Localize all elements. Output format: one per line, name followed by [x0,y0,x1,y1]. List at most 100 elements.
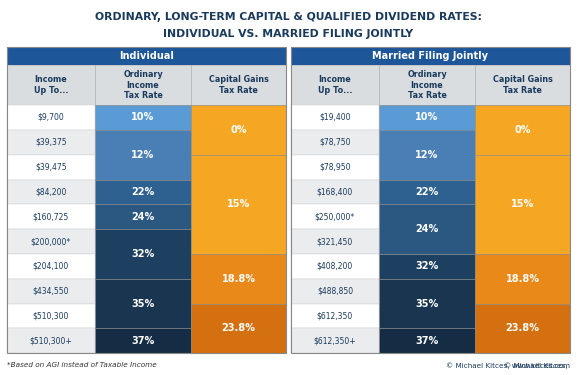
Text: $84,200: $84,200 [35,188,66,196]
Bar [7,155,95,180]
Bar [191,105,286,155]
Bar [95,180,191,204]
Text: $78,950: $78,950 [319,163,351,172]
Text: © Michael Kitces,: © Michael Kitces, [504,362,570,369]
Bar [191,65,286,105]
Bar [475,65,570,105]
Text: *Based on AGI instead of Taxable Income: *Based on AGI instead of Taxable Income [7,362,157,368]
Bar [7,47,286,353]
Bar [7,180,95,204]
Bar [95,229,191,279]
Bar [379,105,475,130]
Text: $19,400: $19,400 [319,113,351,122]
Bar [7,130,95,155]
Text: 32%: 32% [132,249,155,259]
Bar [291,105,379,130]
Bar [95,105,191,130]
Text: 12%: 12% [415,150,439,160]
Bar [191,155,286,254]
Bar [291,180,379,204]
Text: 35%: 35% [132,298,155,309]
Bar [475,304,570,353]
Bar [291,47,570,353]
Bar [7,204,95,229]
Bar [95,328,191,353]
Text: $160,725: $160,725 [33,212,69,221]
Bar [291,204,379,229]
Bar [7,304,95,328]
Text: 15%: 15% [511,200,534,209]
Bar [291,254,379,279]
Text: ORDINARY, LONG-TERM CAPITAL & QUALIFIED DIVIDEND RATES:: ORDINARY, LONG-TERM CAPITAL & QUALIFIED … [95,12,482,22]
Text: 18.8%: 18.8% [505,274,539,284]
Bar [379,328,475,353]
Bar [379,180,475,204]
Bar [191,254,286,304]
Text: 10%: 10% [415,112,439,123]
Bar [291,65,379,105]
Bar [379,130,475,180]
Text: 37%: 37% [415,336,439,346]
Text: 35%: 35% [415,298,439,309]
Bar [291,279,379,304]
Text: 22%: 22% [415,187,439,197]
Text: $39,375: $39,375 [35,138,67,147]
Text: $408,200: $408,200 [317,262,353,271]
Text: $9,700: $9,700 [38,113,64,122]
Text: 24%: 24% [132,212,155,222]
Bar [291,130,379,155]
Bar [7,65,95,105]
Text: Ordinary
Income
Tax Rate: Ordinary Income Tax Rate [123,70,163,100]
Text: 12%: 12% [132,150,155,160]
Text: 18.8%: 18.8% [222,274,256,284]
Bar [95,130,191,180]
Text: $200,000*: $200,000* [31,237,71,246]
Text: 32%: 32% [415,261,439,272]
Text: $612,350+: $612,350+ [314,336,356,345]
Text: $168,400: $168,400 [317,188,353,196]
Bar [7,47,286,65]
Text: 23.8%: 23.8% [505,323,539,333]
Bar [191,304,286,353]
Bar [291,304,379,328]
Bar [95,204,191,229]
Text: $612,350: $612,350 [317,312,353,321]
Bar [7,105,95,130]
Bar [291,229,379,254]
Text: Capital Gains
Tax Rate: Capital Gains Tax Rate [209,75,268,95]
Bar [7,279,95,304]
Bar [291,155,379,180]
Bar [7,328,95,353]
Bar [475,254,570,304]
Text: $510,300+: $510,300+ [29,336,72,345]
Text: © Michael Kitces, www.kitces.com: © Michael Kitces, www.kitces.com [446,362,570,369]
Bar [379,279,475,328]
Text: Income
Up To...: Income Up To... [318,75,352,95]
Bar [475,105,570,155]
Text: $488,850: $488,850 [317,287,353,296]
Text: $204,100: $204,100 [33,262,69,271]
Text: $78,750: $78,750 [319,138,351,147]
Text: Capital Gains
Tax Rate: Capital Gains Tax Rate [493,75,553,95]
Bar [291,328,379,353]
Bar [379,204,475,254]
Text: Individual: Individual [119,51,174,61]
Bar [475,155,570,254]
Bar [379,65,475,105]
Text: $510,300: $510,300 [33,312,69,321]
Text: $39,475: $39,475 [35,163,67,172]
Text: 24%: 24% [415,224,439,234]
Text: 23.8%: 23.8% [222,323,256,333]
Bar [379,254,475,279]
Text: Ordinary
Income
Tax Rate: Ordinary Income Tax Rate [407,70,447,100]
Text: $321,450: $321,450 [317,237,353,246]
Text: Married Filing Jointly: Married Filing Jointly [373,51,489,61]
Text: 10%: 10% [132,112,155,123]
Bar [95,279,191,328]
Text: Income
Up To...: Income Up To... [33,75,68,95]
Bar [291,47,570,65]
Text: 22%: 22% [132,187,155,197]
Text: $250,000*: $250,000* [315,212,355,221]
Text: 0%: 0% [230,125,247,135]
Text: 15%: 15% [227,200,250,209]
